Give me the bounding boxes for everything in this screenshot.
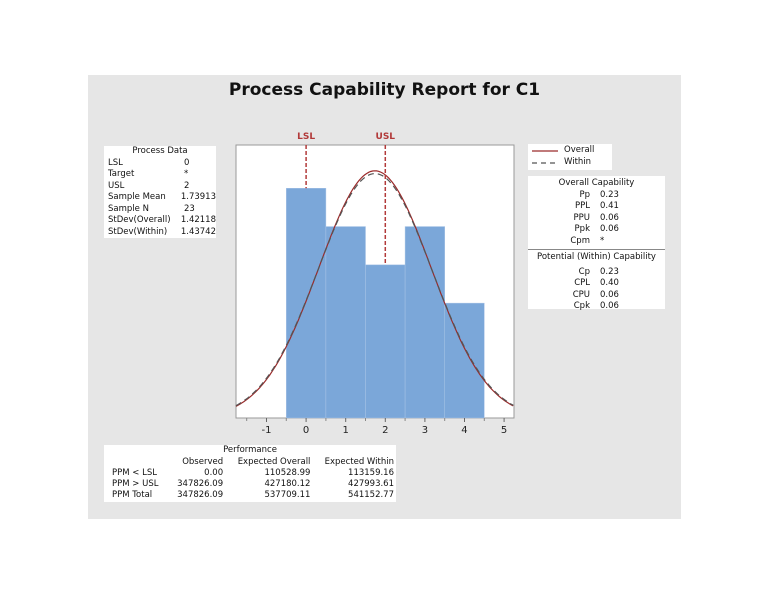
x-tick-label: -1 xyxy=(262,425,272,436)
performance-cell: 541152.77 xyxy=(348,489,394,500)
stat-label: Cpm xyxy=(570,235,590,246)
stat-label: Pp xyxy=(579,189,590,200)
x-tick-label: 3 xyxy=(422,425,428,436)
stat-row: PPL 0.41 xyxy=(528,201,665,213)
performance-row: PPM < LSL 0.00 110528.99 113159.16 xyxy=(104,468,396,479)
curve-within xyxy=(235,172,514,407)
capability-table: Overall Capability Pp 0.23 PPL 0.41 PPU 0.06 P… xyxy=(528,176,665,311)
stat-value: 0.41 xyxy=(600,201,619,211)
stat-label: USL xyxy=(108,180,125,191)
stat-value: 1.43742 xyxy=(180,226,216,237)
stat-label: PPU xyxy=(573,212,590,223)
column-header: Observed xyxy=(182,456,224,467)
stat-row: Cpm * xyxy=(528,236,665,248)
stat-label: StDev(Overall) xyxy=(108,215,171,225)
stat-label: StDev(Within) xyxy=(108,226,168,237)
stat-label: Cp xyxy=(578,266,590,277)
performance-cell: 427180.12 xyxy=(264,478,311,489)
process-data-heading: Process Data xyxy=(132,146,188,156)
stat-label: Sample N xyxy=(108,203,149,214)
stat-label: CPL xyxy=(574,278,590,288)
performance-cell: 347826.09 xyxy=(177,489,224,500)
spec-label-usl: USL xyxy=(376,132,396,142)
performance-heading: Performance xyxy=(223,445,277,455)
performance-row: PPM Total 347826.09 537709.11 541152.77 xyxy=(104,490,396,501)
stat-row: Ppk 0.06 xyxy=(528,224,665,236)
column-header: Expected Overall xyxy=(237,456,311,467)
spec-label-lsl: LSL xyxy=(297,132,315,142)
stat-row: StDev(Overall) 1.42118 xyxy=(104,215,216,227)
performance-cell: PPM > USL xyxy=(112,478,159,489)
histogram-bar xyxy=(325,226,366,419)
stat-row: USL 2 xyxy=(104,181,216,193)
legend: Overall Within xyxy=(528,144,612,170)
stat-label: Cpk xyxy=(573,301,590,311)
stat-value: 0.06 xyxy=(600,301,619,311)
x-tick-label: 5 xyxy=(501,425,507,436)
performance-cell: 347826.09 xyxy=(177,478,224,489)
stat-value: * xyxy=(600,235,605,246)
stat-value: * xyxy=(184,169,189,179)
stat-label: PPL xyxy=(575,201,590,211)
performance-header-row: Observed Expected Overall Expected Within xyxy=(104,457,396,468)
performance-table: Performance Observed Expected Overall Expe… xyxy=(104,445,396,502)
stat-row: Pp 0.23 xyxy=(528,190,665,202)
legend-overall-label: Overall xyxy=(564,145,595,155)
stat-label: Target xyxy=(108,169,135,179)
stat-value: 0.23 xyxy=(600,266,619,277)
x-tick-label: 4 xyxy=(461,425,467,436)
stat-value: 1.73913 xyxy=(180,192,216,202)
performance-cell: PPM < LSL xyxy=(112,467,157,478)
performance-cell: 537709.11 xyxy=(264,489,311,500)
stat-value: 23 xyxy=(184,203,195,214)
stat-value: 0.06 xyxy=(600,224,619,234)
x-tick-label: 0 xyxy=(303,425,309,436)
stat-value: 2 xyxy=(184,180,190,191)
performance-cell: PPM Total xyxy=(112,489,153,500)
stat-row: Sample N 23 xyxy=(104,204,216,216)
within-capability-heading: Potential (Within) Capability xyxy=(537,252,656,262)
stat-value: 0.40 xyxy=(600,278,619,288)
stat-value: 0.23 xyxy=(600,189,619,200)
x-tick-label: 2 xyxy=(382,425,388,436)
performance-row: PPM > USL 347826.09 427180.12 427993.61 xyxy=(104,479,396,490)
x-tick-label: 1 xyxy=(343,425,349,436)
overall-capability-heading: Overall Capability xyxy=(558,178,635,188)
performance-cell: 113159.16 xyxy=(348,467,394,478)
report-title: Process Capability Report for C1 xyxy=(228,80,541,100)
legend-within-label: Within xyxy=(564,157,592,167)
stat-value: 0 xyxy=(184,157,190,168)
stat-row: Sample Mean 1.73913 xyxy=(104,192,216,204)
stat-label: LSL xyxy=(108,157,123,168)
stat-label: Sample Mean xyxy=(108,192,166,202)
histogram-bar xyxy=(286,188,327,419)
stat-row: Cp 0.23 xyxy=(528,267,665,279)
performance-cell: 0.00 xyxy=(204,467,224,478)
histogram-bar xyxy=(404,226,445,419)
process-data-table: Process Data LSL 0 Target * USL 2 Sample Mean 1… xyxy=(104,146,216,238)
stat-row: Target * xyxy=(104,169,216,181)
column-header: Expected Within xyxy=(324,456,394,467)
stat-label: Ppk xyxy=(574,224,590,234)
stat-value: 1.42118 xyxy=(180,215,216,225)
stat-label: CPU xyxy=(572,289,590,300)
stat-row: CPL 0.40 xyxy=(528,278,665,290)
performance-cell: 110528.99 xyxy=(264,467,311,478)
stat-value: 0.06 xyxy=(600,212,619,223)
stat-row: CPU 0.06 xyxy=(528,290,665,302)
stat-row: PPU 0.06 xyxy=(528,213,665,225)
stat-value: 0.06 xyxy=(600,289,619,300)
performance-cell: 427993.61 xyxy=(348,478,394,489)
histogram-bar xyxy=(365,264,406,419)
stat-row: Cpk 0.06 xyxy=(528,301,665,313)
histogram-bar xyxy=(444,302,485,419)
stat-row: LSL 0 xyxy=(104,158,216,170)
stat-row: StDev(Within) 1.43742 xyxy=(104,227,216,239)
